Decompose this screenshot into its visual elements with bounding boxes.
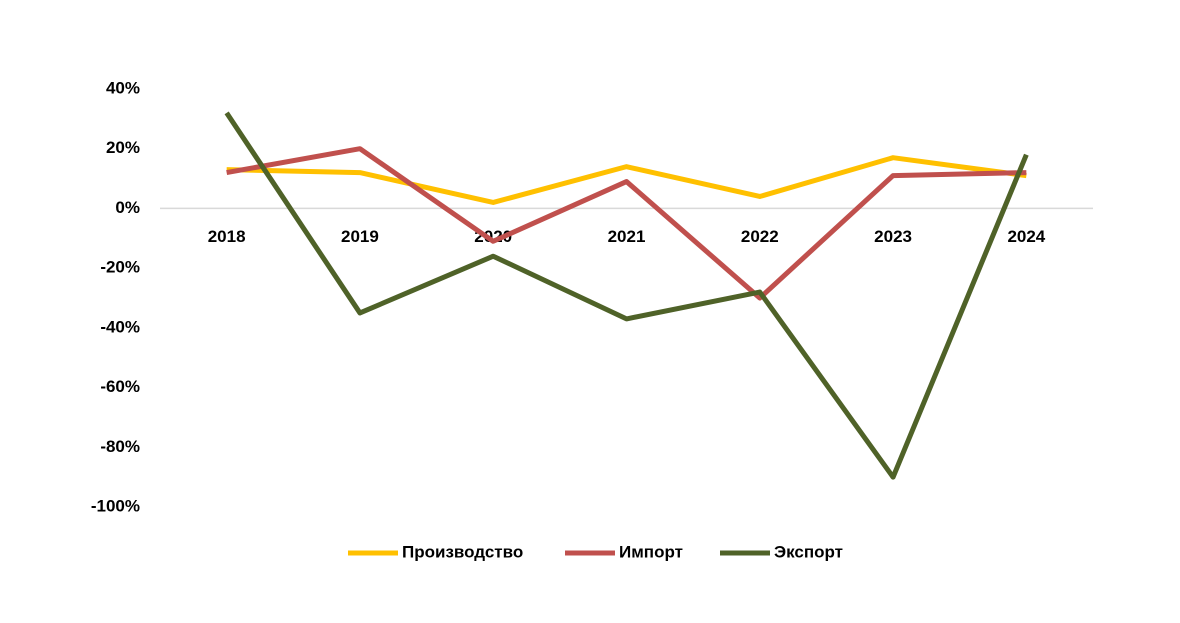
legend-label: Производство (402, 542, 523, 561)
x-tick-label: 2018 (208, 227, 246, 246)
y-tick-label: 40% (106, 78, 140, 97)
x-tick-label: 2024 (1007, 227, 1045, 246)
series-line (226, 155, 1027, 205)
series-line (226, 146, 1027, 301)
y-tick-label: 20% (106, 138, 140, 157)
y-tick-label: -100% (91, 496, 140, 515)
series-line (224, 111, 1029, 480)
y-tick-label: -60% (100, 377, 140, 396)
x-tick-label: 2019 (341, 227, 379, 246)
x-tick-label: 2023 (874, 227, 912, 246)
y-tick-label: 0% (115, 198, 140, 217)
y-tick-label: -20% (100, 258, 140, 277)
legend-label: Экспорт (774, 542, 843, 561)
x-tick-label: 2022 (741, 227, 779, 246)
y-tick-label: -80% (100, 437, 140, 456)
legend-label: Импорт (619, 542, 683, 561)
x-tick-label: 2021 (608, 227, 646, 246)
y-tick-label: -40% (100, 317, 140, 336)
